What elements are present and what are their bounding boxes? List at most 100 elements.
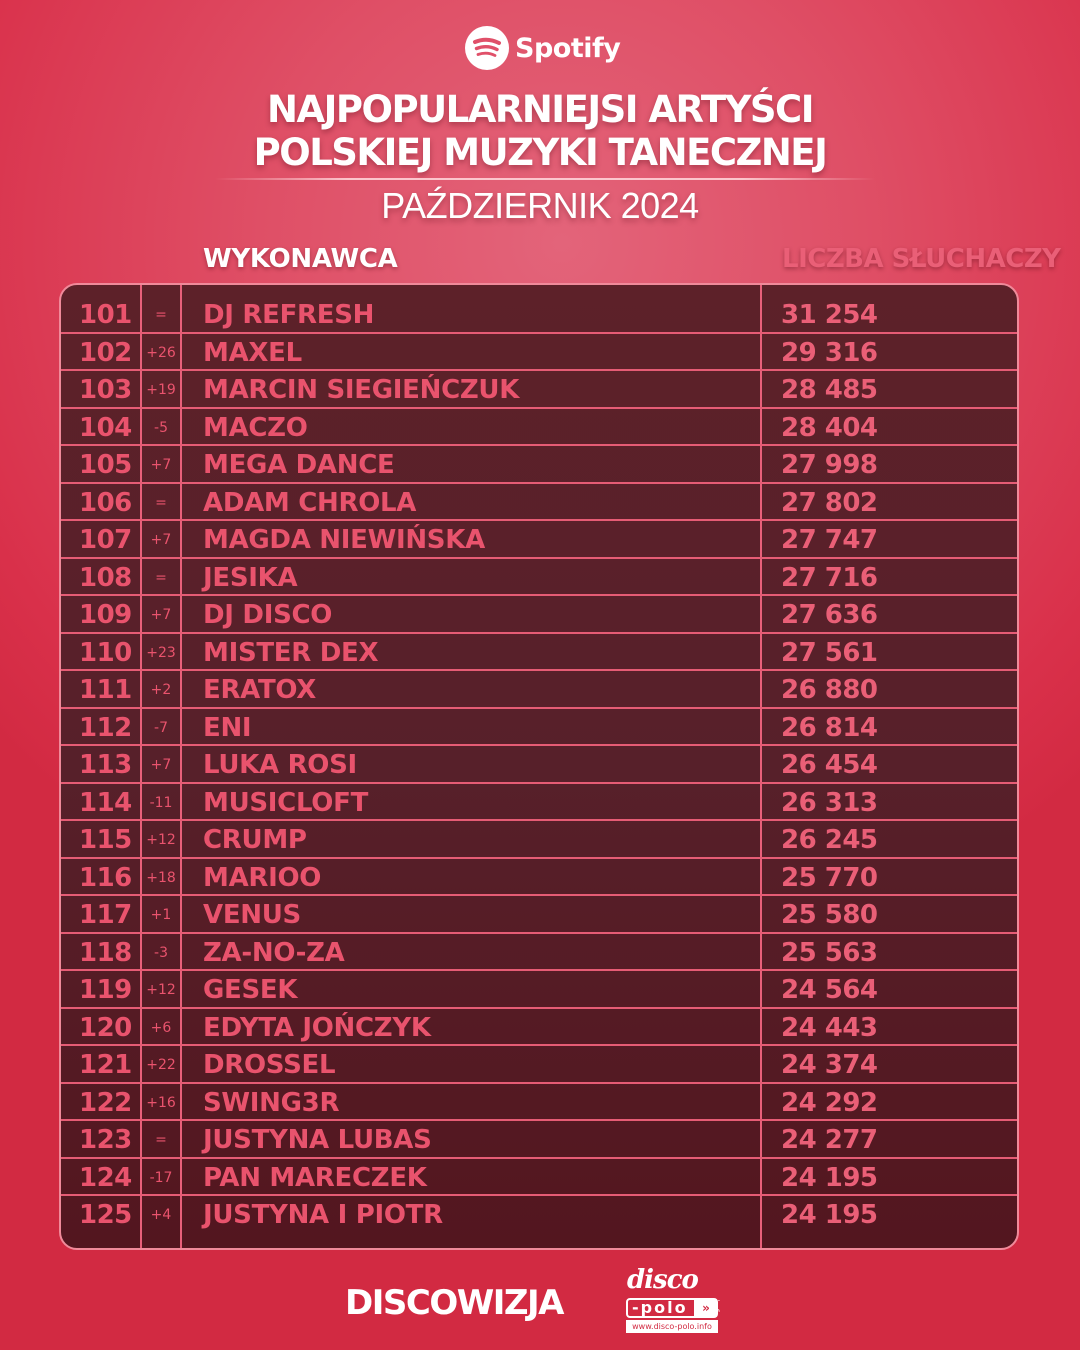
rank-cell: 103 — [79, 375, 132, 405]
artist-cell: VENUS — [203, 900, 301, 930]
rank-cell: 119 — [79, 975, 132, 1005]
listeners-cell: 27 802 — [781, 487, 878, 518]
rank-cell: 124 — [79, 1162, 132, 1193]
rank-cell: 116 — [79, 862, 132, 893]
listeners-cell: 26 313 — [781, 787, 878, 818]
listeners-cell: 29 316 — [781, 337, 878, 368]
rank-cell: 122 — [79, 1087, 132, 1118]
change-cell: +22 — [146, 1057, 176, 1073]
artist-cell: JUSTYNA LUBAS — [203, 1125, 432, 1155]
rank-cell: 121 — [79, 1050, 132, 1080]
column-divider — [760, 285, 762, 1248]
table-row: 119 +12 GESEK 24 564 — [61, 971, 1017, 1009]
page-title-line1: NAJPOPULARNIEJSI ARTYŚCI — [267, 88, 814, 131]
rank-cell: 104 — [79, 412, 132, 443]
table-row: 104 -5 MACZO 28 404 — [61, 409, 1017, 446]
change-cell: +2 — [150, 682, 172, 698]
change-cell: = — [155, 569, 167, 586]
change-cell: +1 — [150, 907, 172, 923]
rank-cell: 114 — [79, 787, 132, 818]
table-row: 121 +22 DROSSEL 24 374 — [61, 1046, 1017, 1084]
artist-cell: CRUMP — [203, 825, 307, 855]
disco-polo-logo-polo: -polo » — [626, 1298, 718, 1318]
table-row: 114 -11 MUSICLOFT 26 313 — [61, 784, 1017, 821]
artist-cell: LUKA ROSI — [203, 750, 357, 780]
table-row: 116 +18 MARIOO 25 770 — [61, 859, 1017, 896]
change-cell: +7 — [150, 757, 172, 773]
spotify-logo: Spotify — [465, 25, 621, 71]
listeners-cell: 24 195 — [781, 1162, 878, 1193]
change-cell: +19 — [146, 382, 176, 398]
table-row: 111 +2 ERATOX 26 880 — [61, 671, 1017, 709]
table-row: 101 = DJ REFRESH 31 254 — [61, 296, 1017, 334]
table-row: 107 +7 MAGDA NIEWIŃSKA 27 747 — [61, 521, 1017, 559]
table-row: 124 -17 PAN MARECZEK 24 195 — [61, 1159, 1017, 1196]
listeners-cell: 28 485 — [781, 375, 878, 405]
artist-cell: GESEK — [203, 975, 298, 1005]
change-cell: +4 — [150, 1207, 172, 1223]
table-row: 117 +1 VENUS 25 580 — [61, 896, 1017, 934]
artist-cell: ZA-NO-ZA — [203, 937, 345, 968]
table-row: 108 = JESIKA 27 716 — [61, 559, 1017, 596]
rank-cell: 110 — [79, 637, 132, 668]
listeners-cell: 27 716 — [781, 562, 878, 593]
table-row: 120 +6 EDYTA JOŃCZYK 24 443 — [61, 1009, 1017, 1046]
column-header-artist: WYKONAWCA — [203, 244, 398, 274]
rank-cell: 107 — [79, 525, 132, 555]
change-cell: +16 — [146, 1094, 176, 1111]
change-cell: +26 — [146, 344, 176, 361]
rank-cell: 123 — [79, 1125, 132, 1155]
listeners-cell: 27 561 — [781, 637, 878, 668]
listeners-cell: 24 443 — [781, 1012, 878, 1043]
table-row: 103 +19 MARCIN SIEGIEŃCZUK 28 485 — [61, 371, 1017, 409]
rank-cell: 125 — [79, 1200, 132, 1230]
artist-cell: MARIOO — [203, 862, 322, 893]
listeners-cell: 24 374 — [781, 1050, 878, 1080]
change-cell: -7 — [154, 719, 168, 736]
listeners-cell: 27 747 — [781, 525, 878, 555]
change-cell: +12 — [146, 982, 176, 998]
change-cell: +12 — [146, 832, 176, 848]
rank-cell: 106 — [79, 487, 132, 518]
rank-cell: 111 — [79, 675, 132, 705]
artist-cell: PAN MARECZEK — [203, 1162, 427, 1193]
disco-polo-logo-info: info — [709, 1299, 720, 1318]
table-row: 109 +7 DJ DISCO 27 636 — [61, 596, 1017, 634]
change-cell: -17 — [149, 1169, 173, 1186]
listeners-cell: 26 814 — [781, 712, 878, 743]
change-cell: +7 — [150, 457, 172, 473]
listeners-cell: 27 636 — [781, 600, 878, 630]
table-row: 113 +7 LUKA ROSI 26 454 — [61, 746, 1017, 784]
rank-cell: 120 — [79, 1012, 132, 1043]
column-divider — [180, 285, 182, 1248]
artist-cell: MAXEL — [203, 337, 302, 368]
change-cell: -11 — [149, 794, 173, 811]
table-row: 112 -7 ENI 26 814 — [61, 709, 1017, 746]
listeners-cell: 26 880 — [781, 675, 878, 705]
spotify-icon — [465, 26, 509, 70]
artist-cell: DROSSEL — [203, 1050, 336, 1080]
change-cell: +7 — [150, 607, 172, 623]
artist-cell: MUSICLOFT — [203, 787, 369, 818]
table-row: 105 +7 MEGA DANCE 27 998 — [61, 446, 1017, 484]
artist-cell: JUSTYNA I PIOTR — [203, 1200, 443, 1230]
change-cell: +6 — [150, 1019, 172, 1036]
artist-cell: DJ REFRESH — [203, 300, 375, 330]
listeners-cell: 25 580 — [781, 900, 878, 930]
title-divider — [215, 178, 875, 180]
artist-cell: EDYTA JOŃCZYK — [203, 1012, 431, 1043]
disco-polo-info-logo: disco -polo » info www.disco-polo.info — [624, 1265, 734, 1335]
artist-cell: ENI — [203, 712, 252, 743]
artist-cell: MISTER DEX — [203, 637, 379, 668]
artist-cell: MACZO — [203, 412, 308, 443]
page-title-line2: POLSKIEJ MUZYKI TANECZNEJ — [253, 131, 828, 174]
artist-cell: ADAM CHROLA — [203, 487, 417, 518]
rank-cell: 112 — [79, 712, 132, 743]
listeners-cell: 28 404 — [781, 412, 878, 443]
listeners-cell: 24 564 — [781, 975, 878, 1005]
rank-cell: 108 — [79, 562, 132, 593]
rank-cell: 117 — [79, 900, 132, 930]
table-row: 123 = JUSTYNA LUBAS 24 277 — [61, 1121, 1017, 1159]
artist-cell: MEGA DANCE — [203, 450, 395, 480]
change-cell: = — [155, 494, 167, 511]
